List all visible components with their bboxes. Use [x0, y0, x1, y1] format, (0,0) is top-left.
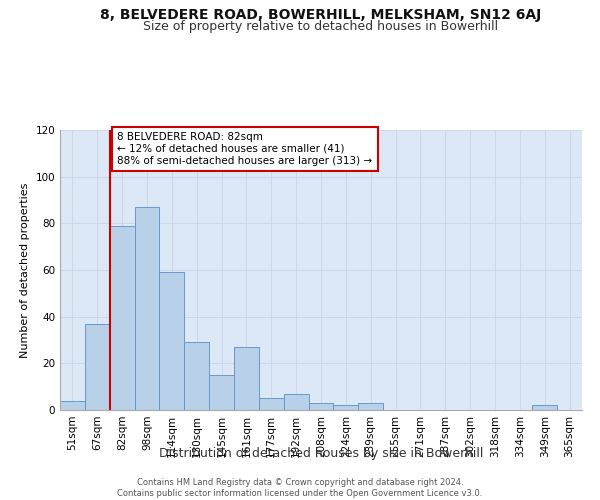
Bar [209, 375, 234, 410]
Bar [160, 272, 184, 410]
Text: Size of property relative to detached houses in Bowerhill: Size of property relative to detached ho… [143, 20, 499, 33]
Bar [60, 400, 85, 410]
Bar [358, 403, 383, 410]
Bar [259, 398, 284, 410]
Bar [184, 342, 209, 410]
Text: Contains HM Land Registry data © Crown copyright and database right 2024.
Contai: Contains HM Land Registry data © Crown c… [118, 478, 482, 498]
Bar [308, 403, 334, 410]
Bar [532, 406, 557, 410]
Y-axis label: Number of detached properties: Number of detached properties [20, 182, 30, 358]
Bar [284, 394, 308, 410]
Bar [110, 226, 134, 410]
Bar [134, 207, 160, 410]
Text: 8, BELVEDERE ROAD, BOWERHILL, MELKSHAM, SN12 6AJ: 8, BELVEDERE ROAD, BOWERHILL, MELKSHAM, … [100, 8, 542, 22]
Bar [234, 347, 259, 410]
Text: 8 BELVEDERE ROAD: 82sqm
← 12% of detached houses are smaller (41)
88% of semi-de: 8 BELVEDERE ROAD: 82sqm ← 12% of detache… [117, 132, 372, 166]
Bar [85, 324, 110, 410]
Bar [334, 406, 358, 410]
Text: Distribution of detached houses by size in Bowerhill: Distribution of detached houses by size … [159, 448, 483, 460]
